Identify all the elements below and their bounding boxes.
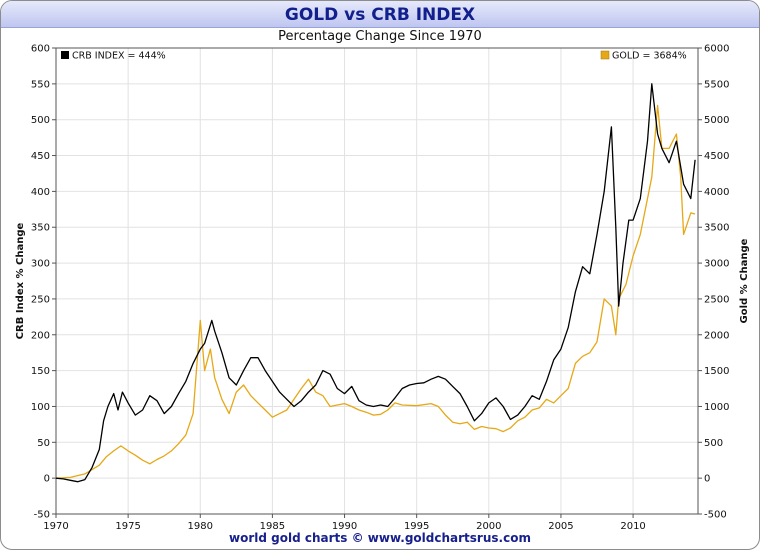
legend-swatch-crb <box>61 51 69 59</box>
right-tick-label: 5500 <box>704 79 729 90</box>
series-line-gold <box>55 104 696 479</box>
x-tick-label: 2010 <box>620 521 645 532</box>
left-tick-label: 0 <box>44 474 50 485</box>
right-tick-label: 5000 <box>704 115 729 126</box>
right-tick-label: 1000 <box>704 402 729 413</box>
left-tick-label: 50 <box>37 438 50 449</box>
right-tick-label: 2500 <box>704 294 729 305</box>
left-tick-label: 500 <box>31 115 50 126</box>
legend-label-gold: GOLD = 3684% <box>612 51 687 62</box>
chart-subtitle: Percentage Change Since 1970 <box>278 29 482 44</box>
x-tick-label: 1975 <box>115 521 140 532</box>
x-tick-label: 1980 <box>188 521 213 532</box>
right-tick-label: 4500 <box>704 151 729 162</box>
plot-border <box>55 47 699 515</box>
x-tick-label: 1995 <box>404 521 429 532</box>
x-tick-label: 2000 <box>476 521 501 532</box>
right-tick-label: 2000 <box>704 330 729 341</box>
right-tick-label: 6000 <box>704 44 729 55</box>
plot-area <box>55 47 699 515</box>
right-tick-label: 0 <box>704 474 710 485</box>
right-tick-label: 1500 <box>704 366 729 377</box>
left-axis-title: CRB Index % Change <box>15 222 26 339</box>
x-tick-label: 1970 <box>43 521 68 532</box>
left-tick-label: -50 <box>34 510 50 521</box>
left-tick-label: 450 <box>31 151 50 162</box>
legend-swatch-gold <box>600 50 610 60</box>
x-tick-label: 1985 <box>260 521 285 532</box>
left-tick-label: 250 <box>31 294 50 305</box>
left-tick-label: 350 <box>31 223 50 234</box>
right-axis-title: Gold % Change <box>739 238 750 323</box>
x-tick-label: 2005 <box>548 521 573 532</box>
right-tick-label: 500 <box>704 438 723 449</box>
left-tick-label: 400 <box>31 187 50 198</box>
left-tick-label: 600 <box>31 44 50 55</box>
right-tick-label: 4000 <box>704 187 729 198</box>
series-line-crb-index <box>55 83 696 483</box>
left-tick-label: 200 <box>31 330 50 341</box>
left-tick-label: 300 <box>31 259 50 270</box>
title-bar: GOLD vs CRB INDEX <box>1 1 759 28</box>
legend-label-crb: CRB INDEX = 444% <box>72 51 166 62</box>
chart-title: GOLD vs CRB INDEX <box>284 5 476 25</box>
x-tick-label: 1990 <box>332 521 357 532</box>
left-tick-label: 100 <box>31 402 50 413</box>
right-tick-label: -500 <box>704 510 727 521</box>
chart-footer: world gold charts © www.goldchartsrus.co… <box>229 531 531 545</box>
left-tick-label: 550 <box>31 79 50 90</box>
right-tick-label: 3500 <box>704 223 729 234</box>
right-tick-label: 3000 <box>704 259 729 270</box>
left-tick-label: 150 <box>31 366 50 377</box>
